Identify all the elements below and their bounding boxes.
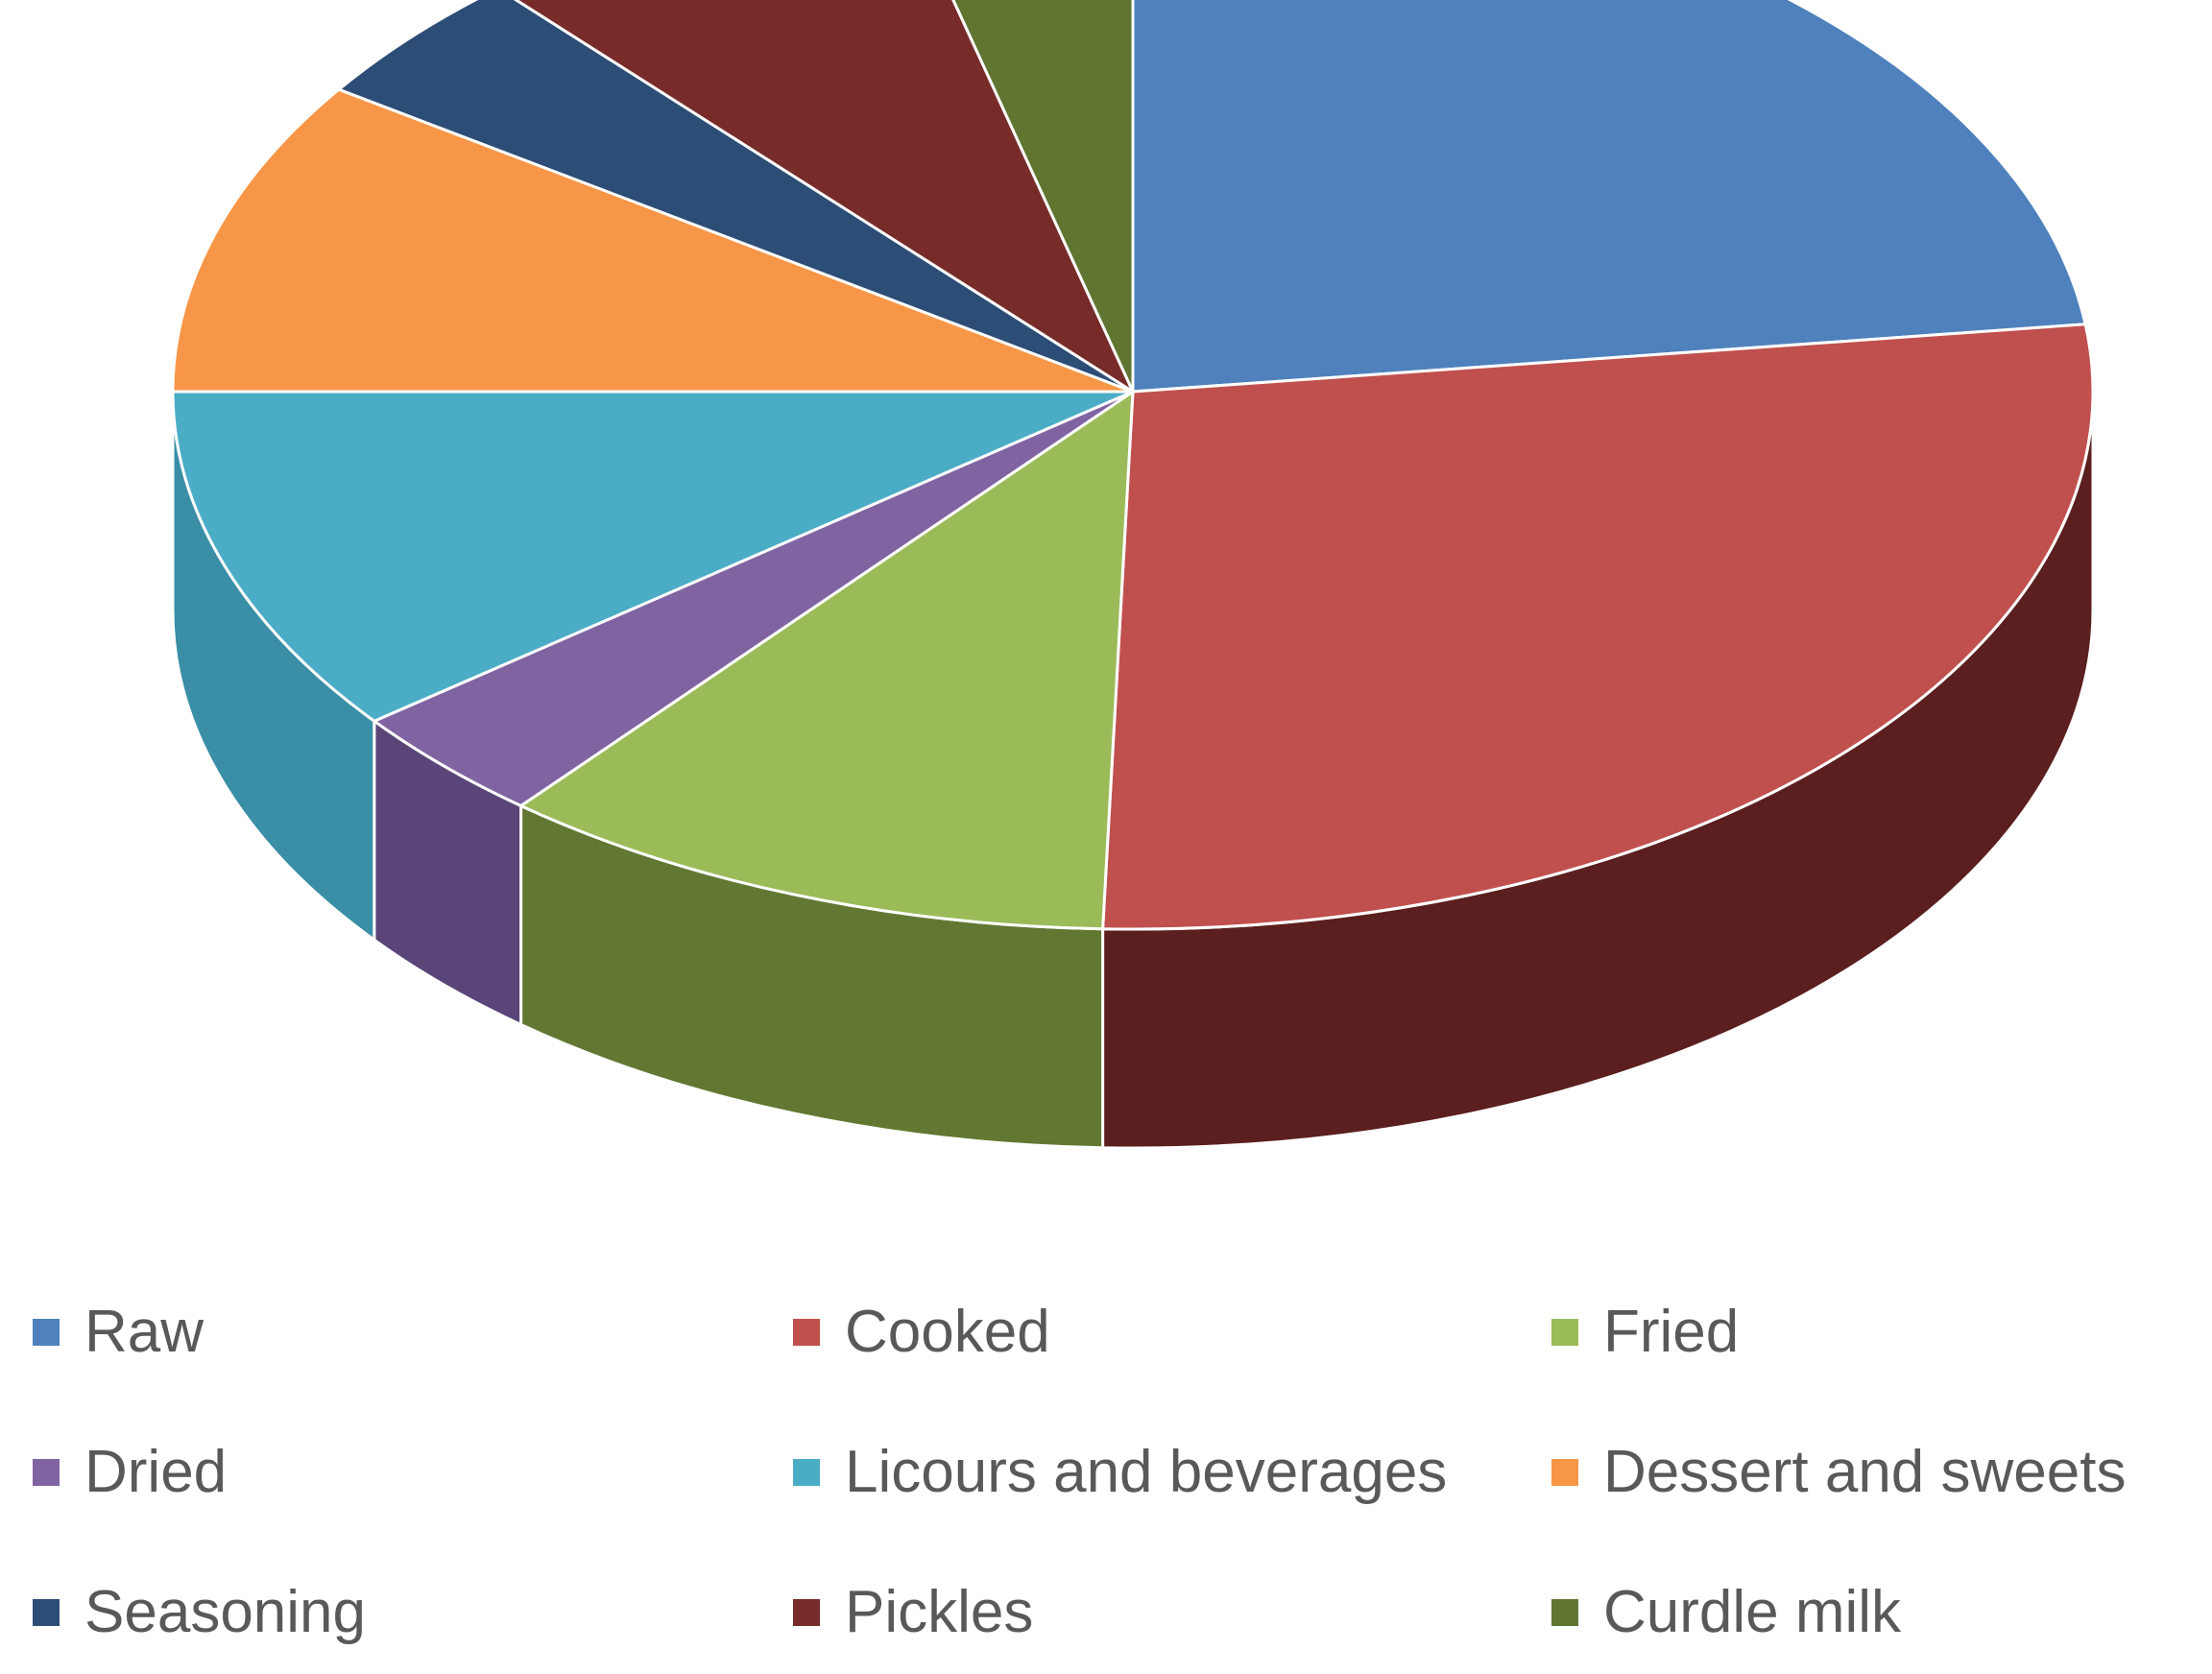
pie-slice-licours-and-beverages: [171, 390, 1135, 723]
pie-slice-raw: [1131, 0, 2087, 394]
pie-slice-pickles: [513, 0, 1135, 394]
pie-slice-dessert-and-sweets: [171, 87, 1135, 394]
pie-slice-curdle-milk: [951, 0, 1135, 394]
pie-slice-dried: [373, 390, 1135, 807]
pie-sides: [171, 391, 2095, 1150]
pie-slice-seasoning: [337, 0, 1135, 394]
pie-slice-cooked: [1101, 323, 2095, 931]
pie-slice-fried: [519, 390, 1135, 931]
pie-slices: [171, 0, 2095, 931]
